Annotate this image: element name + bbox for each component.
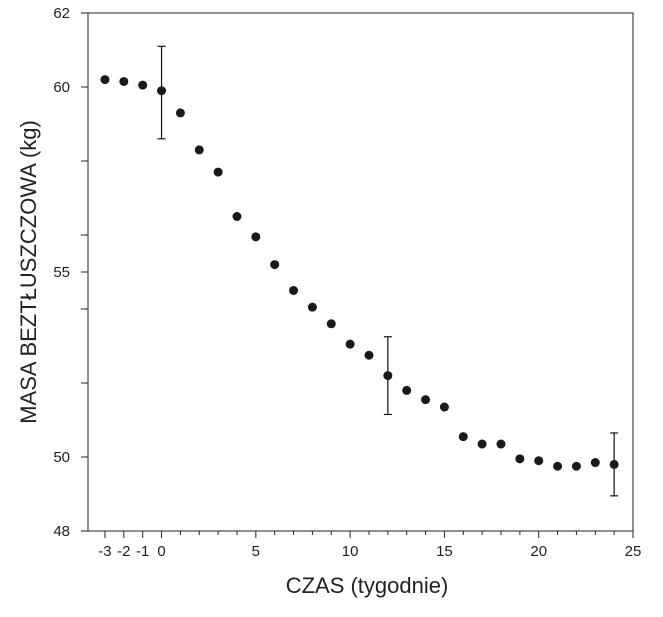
x-tick-label: 0 — [157, 543, 165, 560]
data-point — [590, 458, 600, 468]
data-point — [458, 432, 468, 442]
x-tick-label: -1 — [136, 543, 149, 560]
data-point — [439, 402, 449, 412]
y-tick-label: 62 — [53, 5, 70, 22]
data-point — [609, 459, 619, 469]
data-point — [307, 302, 317, 312]
y-tick-label: 48 — [53, 523, 70, 540]
data-point — [119, 76, 129, 86]
x-tick-label: 10 — [342, 543, 359, 560]
y-tick-label: 50 — [53, 449, 70, 466]
x-tick-label: 5 — [252, 543, 260, 560]
x-axis-label: CZAS (tygodnie) — [286, 573, 449, 598]
data-point — [515, 454, 525, 464]
x-tick-label: -2 — [117, 543, 130, 560]
data-point — [496, 439, 506, 449]
y-tick-label: 55 — [53, 264, 70, 281]
data-point — [553, 461, 563, 471]
error-bars — [157, 45, 619, 497]
data-point — [251, 232, 261, 242]
data-point — [345, 339, 355, 349]
data-point — [364, 350, 374, 360]
plot-frame — [87, 12, 634, 532]
data-point — [157, 86, 167, 96]
data-points — [100, 75, 619, 471]
data-point — [270, 260, 280, 270]
y-axis-label: MASA BEZTŁUSZCZOWA (kg) — [16, 120, 41, 424]
data-point — [194, 145, 204, 155]
x-axis: -3 -2 -1 0 5 10 15 20 25 — [98, 531, 641, 560]
x-tick-label: 20 — [530, 543, 547, 560]
data-point — [232, 212, 242, 221]
data-point — [421, 395, 431, 405]
data-point — [326, 319, 336, 329]
y-axis: 48 50 55 60 62 — [53, 5, 88, 540]
data-point — [402, 385, 412, 395]
x-tick-label: 25 — [625, 543, 642, 560]
data-point — [289, 286, 299, 295]
data-point — [213, 167, 223, 177]
data-point — [534, 456, 544, 466]
y-tick-label: 60 — [53, 79, 70, 96]
data-point — [383, 371, 393, 381]
data-point — [100, 75, 110, 85]
data-point — [571, 461, 581, 471]
x-tick-label: 15 — [436, 543, 453, 560]
data-point — [175, 108, 185, 118]
data-point — [138, 80, 148, 90]
data-point — [477, 439, 487, 449]
x-tick-label: -3 — [98, 543, 111, 560]
